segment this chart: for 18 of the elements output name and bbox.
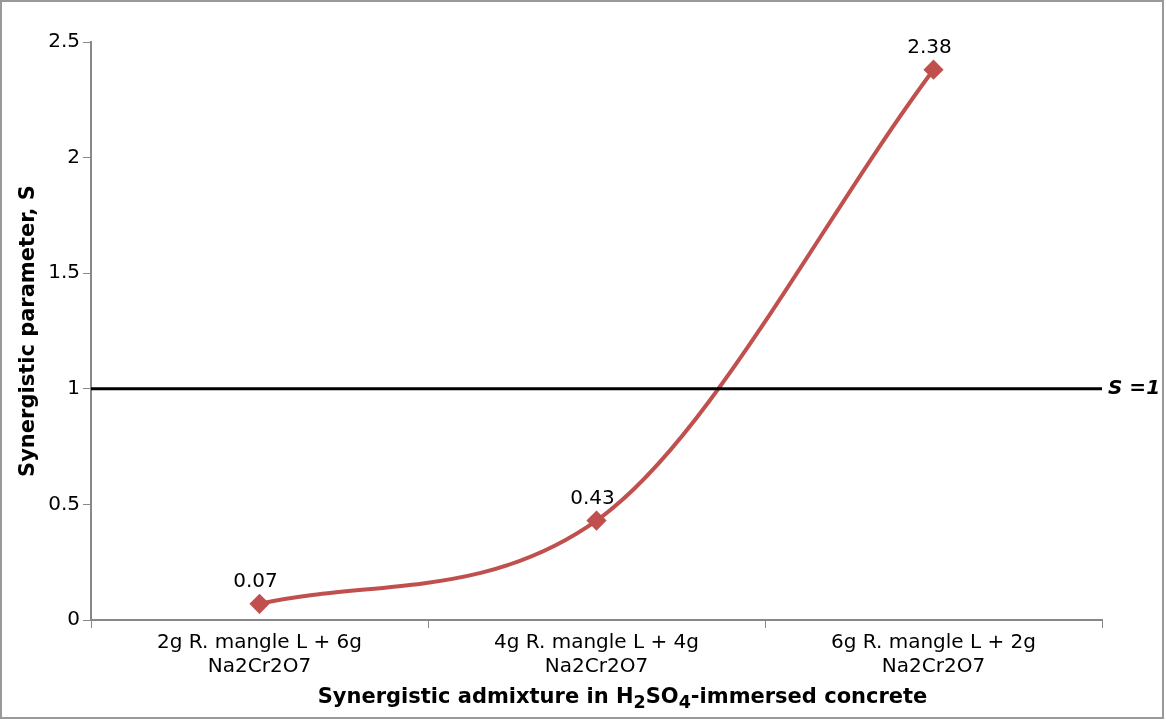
x-tick-label: 4g R. mangle L + 4g Na2Cr2O7 bbox=[493, 629, 700, 678]
y-tick-label: 2.5 bbox=[48, 28, 81, 53]
y-tick-label: 1.5 bbox=[48, 259, 81, 284]
point bbox=[587, 511, 606, 531]
x-axis-title: Synergistic admixture in H$_{2}$SO$_{4}$-immersed concrete bbox=[316, 684, 929, 713]
y-tick-label: 0 bbox=[67, 606, 81, 631]
y-tick-label: 1 bbox=[67, 375, 81, 399]
point bbox=[924, 60, 943, 80]
data-label: 0.07 bbox=[233, 568, 278, 593]
x-tick-label: 2g R. mangle L + 6g Na2Cr2O7 bbox=[156, 629, 363, 678]
y-axis-title: Synergistic parameter, S bbox=[15, 185, 40, 477]
x-tick-label: 6g R. mangle L + 2g Na2Cr2O7 bbox=[830, 629, 1037, 678]
ref-line-label: S =1 bbox=[1108, 375, 1161, 399]
y-tick-label: 2 bbox=[67, 143, 81, 168]
data-label: 0.43 bbox=[570, 484, 615, 509]
y-tick-label: 0.5 bbox=[48, 490, 81, 515]
data-label: 2.38 bbox=[907, 33, 952, 58]
point bbox=[250, 594, 270, 614]
